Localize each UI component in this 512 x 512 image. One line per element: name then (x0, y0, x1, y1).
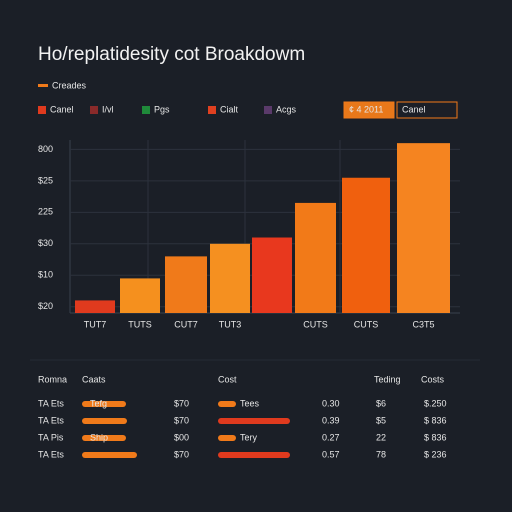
series-swatch (38, 84, 48, 87)
chart-title: Ho/replatidesity cot Broakdowm (38, 44, 305, 65)
legend-swatch (208, 106, 216, 114)
series-label: Creades (52, 80, 87, 90)
pill-label: Tees (240, 398, 260, 408)
pill-label: Ship (90, 432, 108, 442)
bar (342, 177, 390, 313)
bar (252, 237, 292, 313)
x-tick-label: CUTS (354, 319, 379, 329)
row-name: TA Ets (38, 449, 64, 459)
x-tick-label: CUTS (303, 319, 328, 329)
x-tick-label: C3T5 (412, 319, 434, 329)
legend-label: Canel (50, 104, 74, 114)
y-tick-label: 225 (38, 207, 53, 217)
y-tick-label: $10 (38, 270, 53, 280)
table-header: Costs (421, 374, 445, 384)
x-tick-label: TUTS (128, 319, 152, 329)
row-total: $ 836 (424, 432, 447, 442)
bar (210, 243, 250, 313)
row-name: TA Ets (38, 415, 64, 425)
row-count: 22 (376, 432, 386, 442)
progress (218, 452, 290, 458)
x-tick-label: TUT3 (219, 319, 242, 329)
row-count: 78 (376, 449, 386, 459)
row-count: $6 (376, 398, 386, 408)
row-ratio: 0.27 (322, 432, 340, 442)
table-header: Cost (218, 374, 237, 384)
legend-label: Acgs (276, 104, 297, 114)
pill (218, 401, 236, 407)
progress (218, 418, 290, 424)
row-count: $5 (376, 415, 386, 425)
pill (218, 435, 236, 441)
row-total: $ 236 (424, 449, 447, 459)
pill (82, 435, 126, 441)
row-cost: $70 (174, 398, 189, 408)
row-total: $.250 (424, 398, 447, 408)
bar (75, 300, 115, 313)
row-cost: $00 (174, 432, 189, 442)
button[interactable] (343, 101, 395, 119)
bar (397, 143, 450, 313)
legend-swatch (142, 106, 150, 114)
legend-swatch (38, 106, 46, 114)
y-tick-label: $20 (38, 301, 53, 311)
bar (165, 256, 207, 313)
y-tick-label: $25 (38, 175, 53, 185)
pill (82, 401, 126, 407)
bar (295, 202, 336, 313)
row-cost: $70 (174, 449, 189, 459)
table-header: Romna (38, 374, 67, 384)
pill-label: Tery (240, 432, 258, 442)
y-tick-label: 800 (38, 144, 53, 154)
row-name: TA Pis (38, 432, 64, 442)
table-header: Teding (374, 374, 401, 384)
button[interactable] (396, 101, 458, 119)
table-header: Caats (82, 374, 106, 384)
row-ratio: 0.30 (322, 398, 340, 408)
button-label[interactable]: ¢ 4 2011 (349, 104, 383, 114)
row-cost: $70 (174, 415, 189, 425)
legend-swatch (90, 106, 98, 114)
legend-label: Cialt (220, 104, 239, 114)
legend-label: I/vl (102, 104, 114, 114)
row-name: TA Ets (38, 398, 64, 408)
progress (82, 418, 127, 424)
legend-label: Pgs (154, 104, 170, 114)
bar (120, 278, 160, 313)
pill-label: Tefg (90, 398, 107, 408)
x-tick-label: TUT7 (84, 319, 107, 329)
progress (82, 452, 137, 458)
y-tick-label: $30 (38, 238, 53, 248)
row-ratio: 0.57 (322, 449, 340, 459)
x-tick-label: CUT7 (174, 319, 198, 329)
button-label[interactable]: Canel (402, 104, 426, 114)
legend-swatch (264, 106, 272, 114)
row-total: $ 836 (424, 415, 447, 425)
row-ratio: 0.39 (322, 415, 340, 425)
